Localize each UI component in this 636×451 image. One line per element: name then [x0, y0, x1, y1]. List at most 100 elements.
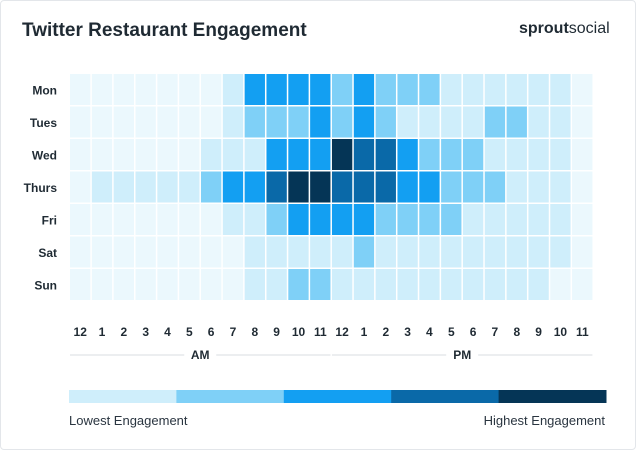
heatmap-cell-tues-18 — [462, 106, 484, 138]
heatmap-cell-tues-13 — [353, 106, 375, 138]
heatmap-cell-wed-18 — [462, 139, 484, 170]
heatmap-cell-fri-17 — [441, 204, 462, 235]
heatmap-cell-sat-21 — [528, 236, 549, 268]
heatmap-cell-fri-19 — [484, 204, 506, 235]
heatmap-cell-mon-20 — [506, 74, 527, 105]
heatmap-cell-tues-20 — [506, 106, 527, 138]
legend-swatch-1 — [69, 390, 177, 403]
hour-label-9: 9 — [273, 325, 280, 339]
heatmap-cell-wed-15 — [397, 139, 418, 170]
heatmap-cell-wed-14 — [375, 139, 396, 170]
day-label-sun: Sun — [34, 278, 57, 292]
heatmap-cell-sat-14 — [375, 236, 396, 268]
heatmap-cell-sun-13 — [353, 269, 375, 300]
heatmap-cell-sat-18 — [462, 236, 484, 268]
heatmap-cell-tues-10 — [288, 106, 309, 138]
day-label-tues: Tues — [30, 116, 57, 130]
heatmap-cell-sat-10 — [288, 236, 309, 268]
heatmap-cell-sun-15 — [397, 269, 418, 300]
heatmap-cell-thurs-4 — [157, 171, 178, 203]
heatmap-cell-tues-3 — [135, 106, 156, 138]
heatmap-cell-tues-14 — [375, 106, 396, 138]
heatmap-cell-fri-20 — [506, 204, 527, 235]
heatmap-cell-mon-8 — [244, 74, 265, 105]
heatmap-cell-wed-7 — [222, 139, 244, 170]
heatmap-cell-thurs-8 — [244, 171, 265, 203]
heatmap-cell-sun-3 — [135, 269, 156, 300]
hour-label-14: 2 — [382, 325, 389, 339]
day-label-mon: Mon — [32, 83, 57, 97]
heatmap-cell-sat-19 — [484, 236, 506, 268]
heatmap-cell-fri-4 — [157, 204, 178, 235]
heatmap-cell-fri-1 — [91, 204, 113, 235]
heatmap-cell-fri-2 — [113, 204, 134, 235]
heatmap-cell-mon-18 — [462, 74, 484, 105]
heatmap-cell-sun-23 — [572, 269, 593, 300]
heatmap-cell-sun-17 — [441, 269, 462, 300]
hour-label-19: 7 — [492, 325, 499, 339]
heatmap-cell-sat-9 — [266, 236, 287, 268]
heatmap-cell-thurs-18 — [462, 171, 484, 203]
heatmap-cell-wed-21 — [528, 139, 549, 170]
heatmap-cell-tues-19 — [484, 106, 506, 138]
heatmap-cell-thurs-9 — [266, 171, 287, 203]
heatmap-cell-mon-9 — [266, 74, 287, 105]
heatmap-cell-thurs-17 — [441, 171, 462, 203]
heatmap-cell-mon-0 — [70, 74, 91, 105]
heatmap-cell-sat-20 — [506, 236, 527, 268]
heatmap-cell-sat-3 — [135, 236, 156, 268]
heatmap-cell-mon-16 — [419, 74, 440, 105]
heatmap-cell-fri-16 — [419, 204, 440, 235]
heatmap-cell-wed-12 — [331, 139, 353, 170]
heatmap-cell-sun-9 — [266, 269, 287, 300]
heatmap-cell-fri-23 — [572, 204, 593, 235]
heatmap-cell-mon-1 — [91, 74, 113, 105]
heatmap-cell-sun-21 — [528, 269, 549, 300]
heatmap-cell-mon-10 — [288, 74, 309, 105]
day-label-fri: Fri — [42, 213, 57, 227]
hour-label-21: 9 — [535, 325, 542, 339]
heatmap-cell-wed-16 — [419, 139, 440, 170]
hour-label-4: 4 — [164, 325, 171, 339]
heatmap-cell-thurs-5 — [179, 171, 200, 203]
heatmap-cell-tues-12 — [331, 106, 353, 138]
heatmap-cell-sun-2 — [113, 269, 134, 300]
heatmap-cell-sun-11 — [310, 269, 331, 300]
heatmap-cell-mon-4 — [157, 74, 178, 105]
heatmap-cell-thurs-12 — [331, 171, 353, 203]
heatmap-cell-mon-22 — [550, 74, 571, 105]
heatmap-cell-tues-6 — [200, 106, 222, 138]
heatmap-cell-tues-5 — [179, 106, 200, 138]
day-label-sat: Sat — [38, 246, 57, 260]
heatmap-cell-wed-17 — [441, 139, 462, 170]
heatmap-cell-tues-0 — [70, 106, 91, 138]
heatmap-cell-wed-23 — [572, 139, 593, 170]
heatmap-cell-sat-13 — [353, 236, 375, 268]
heatmap-cell-tues-1 — [91, 106, 113, 138]
heatmap-cell-mon-13 — [353, 74, 375, 105]
heatmap-cell-sat-15 — [397, 236, 418, 268]
heatmap-cell-mon-23 — [572, 74, 593, 105]
heatmap-cell-thurs-3 — [135, 171, 156, 203]
heatmap-cell-sat-0 — [70, 236, 91, 268]
hour-label-10: 10 — [292, 325, 306, 339]
heatmap-cell-sat-8 — [244, 236, 265, 268]
heatmap-cell-fri-13 — [353, 204, 375, 235]
hour-label-7: 7 — [230, 325, 237, 339]
heatmap-cell-sat-1 — [91, 236, 113, 268]
heatmap-cell-thurs-20 — [506, 171, 527, 203]
day-label-wed: Wed — [32, 148, 57, 162]
heatmap-cell-sun-5 — [179, 269, 200, 300]
heatmap-cell-wed-2 — [113, 139, 134, 170]
heatmap-cell-fri-14 — [375, 204, 396, 235]
heatmap-cell-sat-11 — [310, 236, 331, 268]
period-label-am: AM — [191, 348, 210, 362]
hour-label-5: 5 — [186, 325, 193, 339]
heatmap-cell-thurs-6 — [200, 171, 222, 203]
hour-label-22: 10 — [554, 325, 568, 339]
heatmap-cell-thurs-1 — [91, 171, 113, 203]
heatmap-cell-wed-5 — [179, 139, 200, 170]
heatmap-cell-wed-8 — [244, 139, 265, 170]
heatmap-cell-fri-12 — [331, 204, 353, 235]
heatmap-cell-sun-0 — [70, 269, 91, 300]
